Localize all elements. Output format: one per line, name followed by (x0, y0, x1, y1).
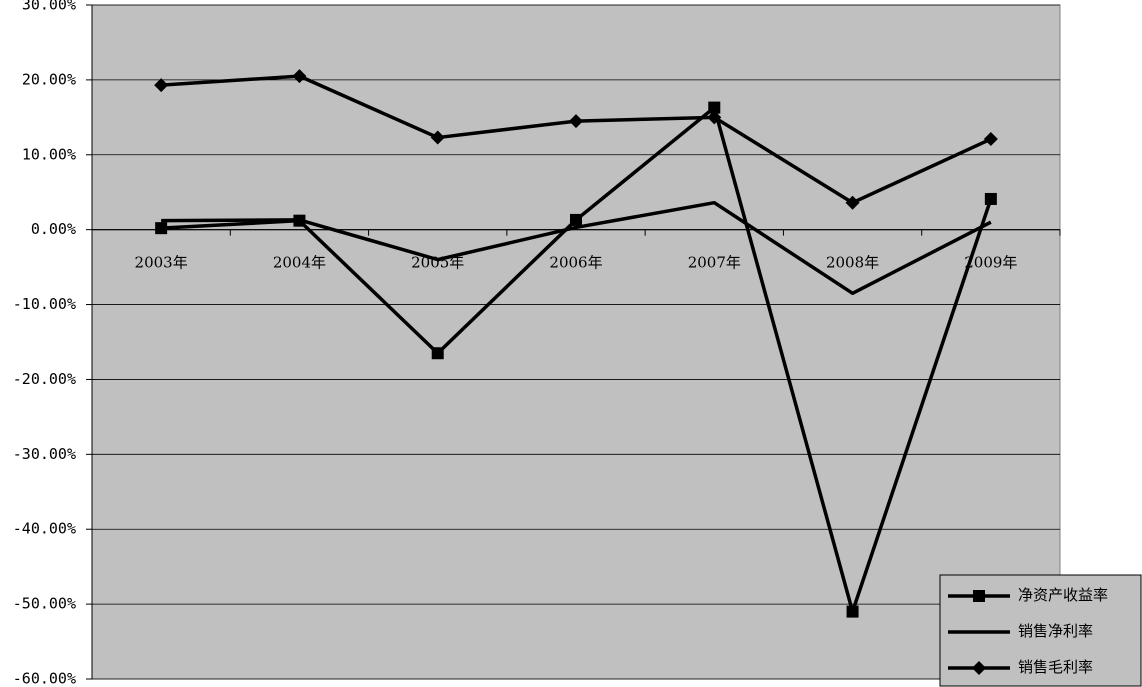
legend-label: 销售净利率 (1018, 622, 1093, 640)
x-tick-label: 2004年 (273, 254, 326, 272)
legend-label: 净资产收益率 (1018, 586, 1108, 604)
data-point (846, 605, 859, 618)
y-tick-label: -30.00% (13, 445, 76, 463)
y-tick-label: -40.00% (13, 520, 76, 538)
data-point (431, 347, 444, 360)
legend-label: 销售毛利率 (1018, 658, 1093, 676)
legend-marker (973, 590, 985, 602)
data-point (570, 213, 582, 226)
data-point (984, 192, 997, 205)
x-tick-label: 2003年 (135, 254, 188, 272)
legend-marker (972, 661, 986, 675)
data-point (155, 222, 168, 235)
y-tick-label: 10.00% (22, 145, 76, 163)
series-line (161, 200, 992, 296)
data-point (569, 114, 583, 129)
y-tick-label: -10.00% (13, 295, 76, 313)
y-tick-label: -20.00% (13, 370, 76, 388)
data-point (430, 130, 445, 145)
x-tick-label: 2007年 (688, 254, 741, 272)
data-point (708, 101, 721, 114)
y-tick-label: 30.00% (22, 0, 76, 14)
x-tick-label: 2009年 (964, 254, 1017, 272)
y-tick-label: -60.00% (13, 670, 76, 687)
data-point (707, 110, 722, 125)
plot-area (91, 4, 1061, 680)
data-point (292, 69, 307, 84)
y-tick-label: 20.00% (22, 70, 76, 88)
x-tick-label: 2006年 (549, 254, 602, 272)
y-tick-label: -50.00% (13, 595, 76, 613)
data-point (154, 78, 169, 93)
data-point (845, 195, 860, 210)
y-tick-label: 0.00% (31, 220, 76, 238)
data-point (983, 132, 998, 147)
x-tick-label: 2008年 (826, 254, 879, 272)
